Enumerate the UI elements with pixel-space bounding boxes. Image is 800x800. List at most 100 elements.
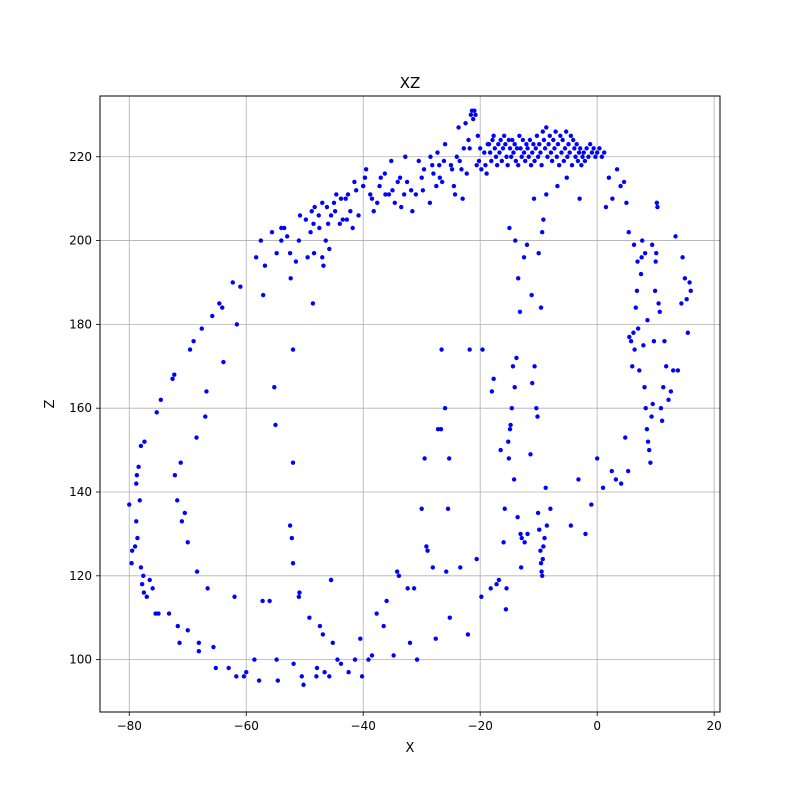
data-point (594, 456, 600, 461)
data-point (494, 581, 499, 587)
data-point (506, 456, 512, 461)
data-point (425, 548, 430, 553)
data-point (543, 485, 548, 491)
y-axis-label: Z (43, 399, 58, 408)
data-point (519, 154, 524, 159)
data-point (512, 141, 517, 147)
data-point (226, 665, 231, 671)
data-point (138, 443, 144, 449)
data-point (452, 192, 458, 197)
data-point (150, 586, 155, 591)
data-point (274, 657, 279, 662)
axis-ticks: −80 −60 −40 −20 0 20 100 120 140 160 180 200 220 (69, 150, 722, 733)
data-point (583, 531, 588, 537)
data-point (479, 594, 484, 599)
data-point (638, 271, 644, 277)
data-point (419, 506, 424, 511)
data-point (645, 317, 650, 323)
data-point (525, 531, 530, 537)
data-point (648, 460, 653, 465)
data-point (428, 154, 433, 159)
data-point (661, 385, 666, 390)
data-point (456, 125, 461, 130)
data-point (541, 137, 547, 143)
data-point (512, 385, 517, 390)
data-point (384, 598, 389, 604)
data-point (666, 397, 671, 403)
data-point (220, 305, 225, 310)
data-point (530, 150, 535, 155)
data-point (460, 196, 465, 201)
data-point (272, 385, 277, 390)
data-point (498, 447, 503, 453)
data-point (560, 137, 565, 143)
data-point (352, 657, 358, 662)
data-point (626, 229, 631, 235)
data-point (593, 154, 598, 159)
data-point (405, 586, 410, 591)
data-point (291, 661, 296, 667)
data-point (142, 439, 147, 444)
data-point (500, 146, 506, 151)
data-point (348, 209, 353, 214)
data-point (396, 573, 402, 579)
data-point (403, 154, 408, 159)
data-point (175, 498, 180, 503)
data-point (522, 540, 527, 545)
data-point (654, 250, 659, 256)
data-point (430, 565, 436, 570)
data-point (293, 259, 299, 264)
data-point (544, 523, 550, 528)
data-point (507, 426, 513, 432)
data-point (335, 657, 340, 662)
data-point (640, 238, 645, 243)
data-point (524, 242, 530, 247)
data-point (554, 154, 560, 159)
data-point (496, 577, 502, 583)
data-point (539, 229, 545, 235)
data-point (421, 167, 427, 172)
data-point (520, 137, 526, 143)
data-point (635, 326, 641, 331)
data-point (487, 150, 493, 155)
data-point (204, 389, 209, 394)
data-point (503, 141, 508, 147)
data-point (444, 569, 449, 574)
data-point (493, 154, 499, 159)
data-point (389, 158, 394, 164)
data-point (391, 653, 396, 658)
data-point (369, 653, 375, 658)
data-point (447, 615, 452, 620)
data-point (498, 137, 503, 143)
data-point (475, 133, 481, 139)
data-point (658, 405, 664, 411)
data-point (305, 255, 310, 260)
y-tick-label: 100 (69, 653, 92, 667)
data-point (322, 669, 327, 675)
data-point (299, 674, 304, 679)
data-point (569, 162, 575, 168)
data-point (532, 364, 537, 369)
data-point (308, 229, 313, 235)
data-point (688, 288, 693, 294)
data-point (479, 167, 484, 172)
data-point (309, 209, 314, 214)
data-point (324, 204, 330, 210)
x-tick-label: −20 (468, 719, 493, 733)
data-point (430, 162, 435, 168)
data-point (523, 158, 528, 164)
data-point (377, 183, 382, 189)
data-point (439, 347, 444, 352)
data-point (572, 146, 577, 151)
data-point (466, 137, 471, 143)
y-tick-label: 160 (69, 401, 92, 415)
data-point (673, 234, 678, 239)
data-point (537, 141, 542, 147)
data-point (505, 162, 510, 168)
data-point (134, 519, 139, 524)
data-point (185, 628, 190, 633)
data-point (501, 540, 506, 545)
data-point (503, 607, 509, 612)
data-point (340, 217, 345, 222)
data-point (366, 657, 371, 662)
